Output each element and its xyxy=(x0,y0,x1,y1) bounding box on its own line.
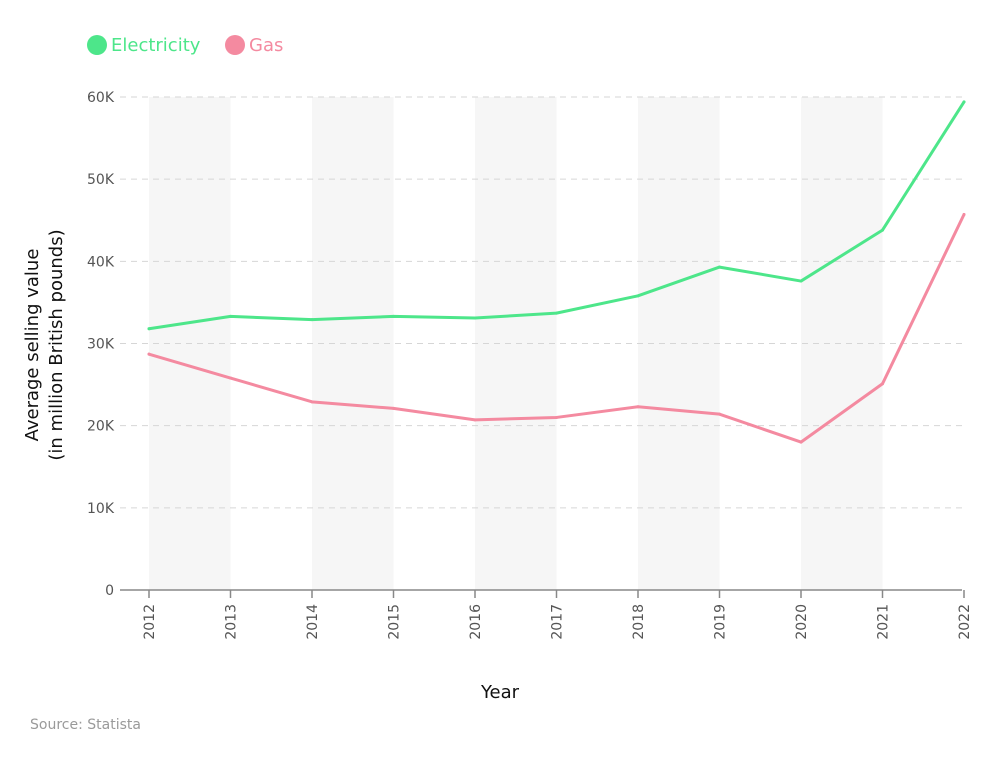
x-axis-title: Year xyxy=(480,682,520,703)
data-point-electricity-2012 xyxy=(147,327,151,331)
data-point-gas-2015 xyxy=(392,406,395,410)
x-tick-label: 2012 xyxy=(142,604,158,640)
legend-label-electricity: Electricity xyxy=(111,35,201,56)
data-point-electricity-2017 xyxy=(555,311,558,315)
y-tick-labels: 0 10K 20K 30K 40K 50K 60K xyxy=(87,90,115,599)
data-point-electricity-2016 xyxy=(473,316,477,320)
y-tick-label: 10K xyxy=(87,501,115,517)
data-point-gas-2022 xyxy=(962,212,966,216)
data-point-electricity-2020 xyxy=(799,279,803,283)
data-point-electricity-2019 xyxy=(718,265,721,269)
x-tick-labels: 2012 2013 2014 2015 2016 2017 2018 2019 2020 2021… xyxy=(142,604,973,640)
y-axis-title-line-2: (in million British pounds) xyxy=(46,229,67,460)
x-tick-label: 2016 xyxy=(468,604,484,640)
legend-marker-electricity xyxy=(87,35,107,55)
y-tick-label: 60K xyxy=(87,90,115,106)
data-point-electricity-2015 xyxy=(392,314,395,318)
data-point-gas-2012 xyxy=(147,352,151,356)
x-tick-label: 2013 xyxy=(224,604,240,640)
y-tick-label: 0 xyxy=(105,583,114,599)
legend-label-gas: Gas xyxy=(249,35,283,56)
data-point-electricity-2021 xyxy=(881,228,884,232)
data-point-electricity-2018 xyxy=(636,294,640,298)
data-point-electricity-2014 xyxy=(310,318,314,322)
x-tick-label: 2014 xyxy=(305,604,321,640)
x-tick-label: 2019 xyxy=(713,604,729,640)
legend: Electricity Gas xyxy=(87,35,283,56)
x-tick-label: 2015 xyxy=(387,604,403,640)
y-tick-label: 20K xyxy=(87,419,115,435)
data-point-gas-2020 xyxy=(799,440,803,444)
data-point-gas-2016 xyxy=(473,418,477,422)
axes xyxy=(120,589,965,598)
data-point-gas-2013 xyxy=(229,376,232,380)
legend-marker-gas xyxy=(225,35,245,55)
y-tick-label: 50K xyxy=(87,172,115,188)
horizontal-gridlines xyxy=(120,96,962,509)
y-tick-label: 40K xyxy=(87,254,115,270)
data-point-gas-2017 xyxy=(555,415,558,419)
x-tick-label: 2022 xyxy=(957,604,973,640)
x-tick-label: 2017 xyxy=(550,604,566,640)
data-point-gas-2014 xyxy=(310,400,314,404)
data-point-gas-2018 xyxy=(636,405,640,409)
data-point-electricity-2013 xyxy=(229,314,232,318)
x-tick-label: 2021 xyxy=(876,604,892,640)
y-tick-label: 30K xyxy=(87,337,115,353)
data-point-gas-2021 xyxy=(881,382,884,386)
x-tick-label: 2018 xyxy=(631,604,647,640)
y-axis-title-line-1: Average selling value xyxy=(22,249,43,442)
data-point-electricity-2022 xyxy=(962,100,966,104)
source-note: Source: Statista xyxy=(30,717,141,733)
x-tick-label: 2020 xyxy=(794,604,810,640)
series-lines xyxy=(147,100,966,444)
data-point-gas-2019 xyxy=(718,412,721,416)
